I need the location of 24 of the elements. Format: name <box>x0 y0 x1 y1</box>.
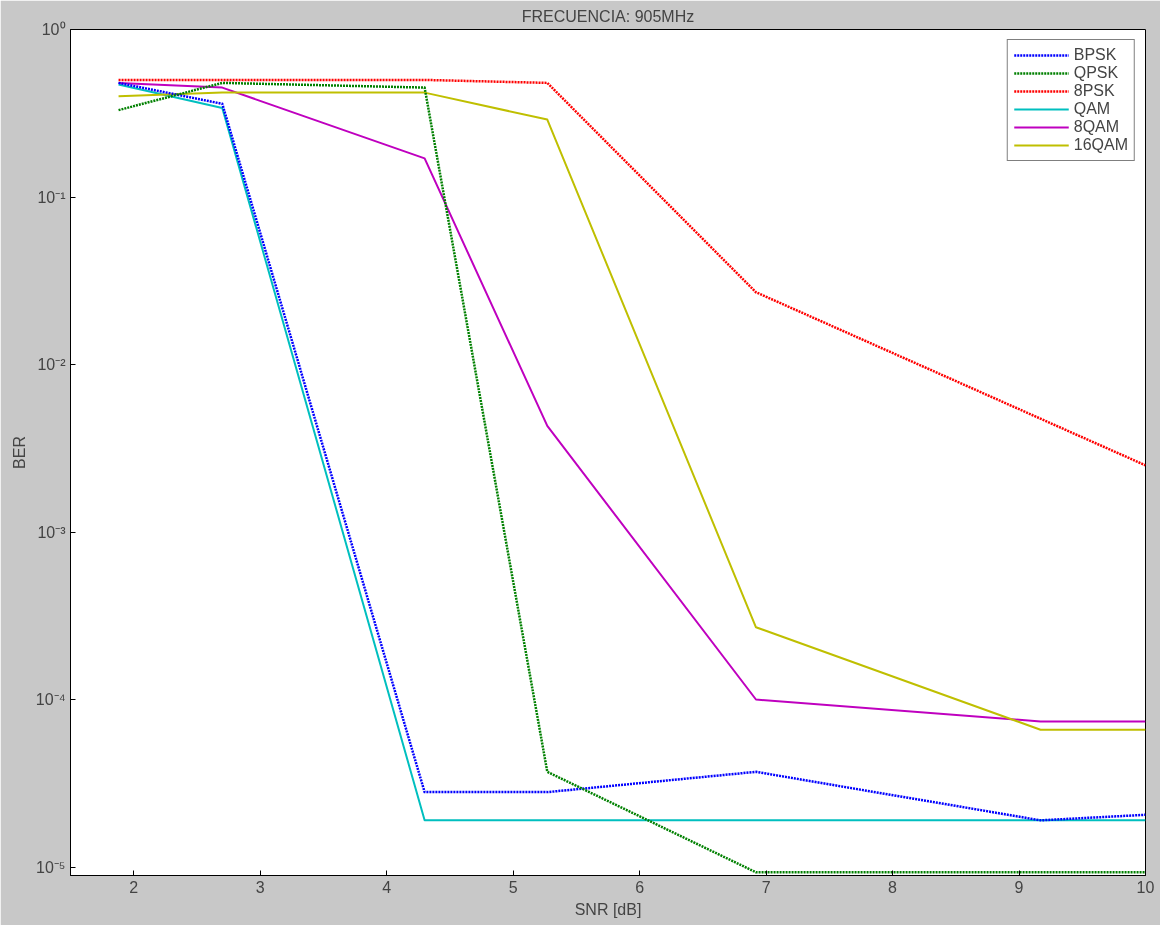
x-tick-label: 4 <box>382 878 392 896</box>
legend-label: QAM <box>1073 100 1111 118</box>
y-tick-label: 10⁰ <box>41 21 66 38</box>
legend-label: 8QAM <box>1073 118 1120 136</box>
x-tick-label: 8 <box>888 878 898 896</box>
x-tick-label: 3 <box>255 878 265 896</box>
y-tick-label: 10⁻¹ <box>37 188 66 206</box>
legend-label: 8PSK <box>1073 82 1115 100</box>
x-tick-label: 9 <box>1014 878 1024 896</box>
x-tick-label: 7 <box>761 878 771 896</box>
legend-label: BPSK <box>1073 46 1117 64</box>
y-axis-title: BER <box>10 436 28 469</box>
chart-title: FRECUENCIA: 905MHz <box>521 7 695 25</box>
y-tick-label: 10⁻⁴ <box>35 691 66 709</box>
x-tick-label: 10 <box>1136 878 1155 896</box>
x-tick-label: 6 <box>635 878 645 896</box>
y-tick-label: 10⁻² <box>37 356 67 374</box>
x-axis-title: SNR [dB] <box>574 900 642 918</box>
x-tick-label: 5 <box>508 878 518 896</box>
legend-label: 16QAM <box>1073 136 1128 154</box>
y-tick-label: 10⁻³ <box>37 523 67 541</box>
legend-label: QPSK <box>1073 64 1119 82</box>
x-tick-label: 2 <box>129 878 139 896</box>
y-tick-label: 10⁻⁵ <box>36 858 66 876</box>
